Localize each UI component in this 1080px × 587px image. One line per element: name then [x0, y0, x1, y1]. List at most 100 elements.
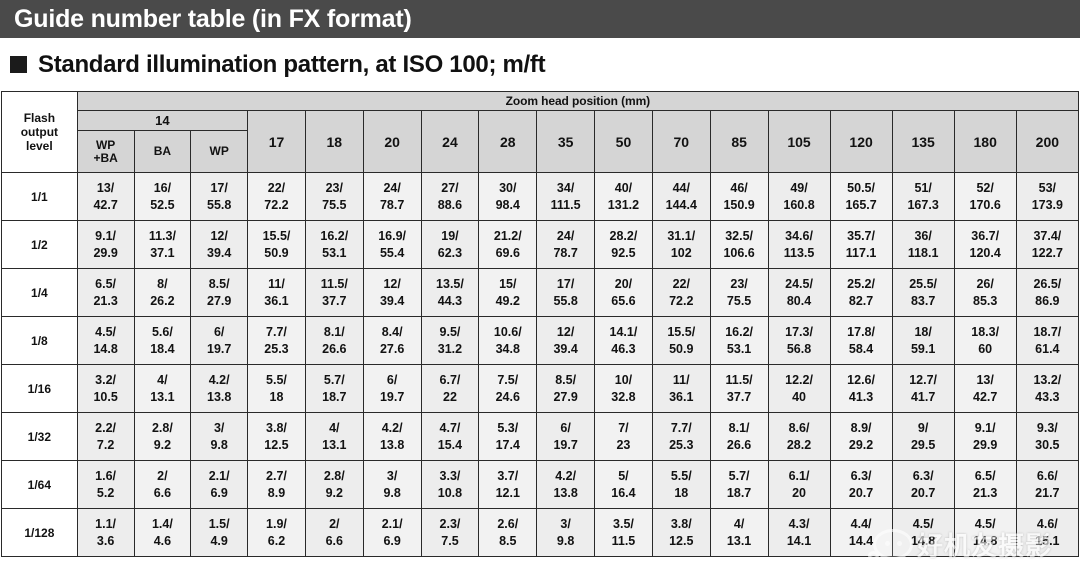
cell-1-128-50: 3.5/11.5	[594, 508, 653, 557]
value-feet: 29.2	[848, 437, 874, 452]
value-feet: 9.8	[383, 485, 401, 500]
value-feet: 86.9	[1035, 293, 1060, 308]
value-feet: 9.2	[325, 485, 343, 500]
value-meters: 24/	[556, 228, 575, 243]
value-feet: 6.9	[383, 533, 401, 548]
cell-1-32-50: 7/23	[594, 412, 653, 461]
value-feet: 30.5	[1035, 437, 1060, 452]
cell-1-4-200: 26.5/86.9	[1015, 268, 1080, 317]
value-meters: 34.6/	[785, 228, 813, 243]
cell-1-16-35: 8.5/27.9	[536, 364, 596, 413]
value-meters: 12/	[556, 324, 575, 339]
cell-1-1-24: 27/88.6	[420, 172, 480, 221]
value-feet: 25.3	[264, 341, 289, 356]
value-meters: 19/	[441, 228, 459, 243]
value-feet: 27.6	[379, 341, 405, 356]
cell-1-8-85: 16.2/53.1	[709, 316, 769, 365]
cell-1-32-17: 3.8/12.5	[247, 412, 306, 461]
value-meters: 13.5/	[436, 276, 464, 291]
value-feet: 21.7	[1035, 485, 1060, 500]
column-header-24: 24	[420, 110, 480, 173]
row-header-flash-output-level: 1/128	[1, 508, 78, 557]
value-feet: 13.8	[207, 389, 232, 404]
value-meters: 15/	[499, 276, 517, 291]
value-feet: 18	[674, 485, 689, 500]
value-feet: 75.5	[322, 197, 347, 212]
value-meters: 4.6/	[1036, 516, 1058, 531]
row-header-flash-output-level: 1/16	[1, 364, 78, 413]
value-feet: 23	[616, 437, 631, 452]
value-feet: 69.6	[495, 245, 520, 260]
cell-1-4-BA: 8/26.2	[133, 268, 192, 317]
value-feet: 41.7	[910, 389, 936, 404]
value-feet: 88.6	[437, 197, 463, 212]
value-meters: 12.6/	[847, 372, 875, 387]
value-meters: 25.5/	[909, 276, 938, 291]
value-meters: 4.2/	[381, 420, 403, 435]
value-meters: 8.5/	[208, 276, 230, 291]
column-group-14: 14	[76, 110, 249, 131]
cell-1-4-24: 13.5/44.3	[420, 268, 480, 317]
value-feet: 21.3	[973, 485, 998, 500]
table-head: Flash output level Zoom head position (m…	[1, 91, 1080, 173]
value-feet: 72.2	[264, 197, 289, 212]
value-meters: 21.2/	[493, 228, 522, 243]
value-meters: 2.1/	[381, 516, 403, 531]
cell-1-64-WPBA: 1.6/5.2	[76, 460, 135, 509]
cell-1-32-85: 8.1/26.6	[709, 412, 769, 461]
value-feet: 20.7	[910, 485, 936, 500]
value-meters: 3.8/	[266, 420, 287, 435]
value-feet: 13.8	[553, 485, 578, 500]
value-feet: 14.1	[786, 533, 812, 548]
value-meters: 24/	[383, 180, 401, 195]
value-meters: 17/	[210, 180, 228, 195]
value-meters: 20/	[614, 276, 633, 291]
value-feet: 9.2	[153, 437, 172, 452]
value-meters: 50.5/	[847, 180, 875, 195]
cell-1-4-17: 11/36.1	[247, 268, 306, 317]
column-header-18: 18	[304, 110, 364, 173]
corner-flash-output-level: Flash output level	[1, 91, 78, 173]
value-meters: 1.4/	[151, 516, 173, 531]
value-meters: 2.1/	[208, 468, 230, 483]
column-header-14-wp-ba-line1: WP	[95, 137, 116, 152]
value-feet: 3.6	[96, 533, 115, 548]
cell-1-1-20: 24/78.7	[362, 172, 422, 221]
value-meters: 4.5/	[974, 516, 996, 531]
cell-1-2-18: 16.2/53.1	[304, 220, 364, 269]
value-feet: 10.8	[437, 485, 463, 500]
cell-1-32-BA: 2.8/9.2	[133, 412, 192, 461]
cell-1-64-WP: 2.1/6.9	[190, 460, 249, 509]
value-feet: 26.6	[726, 437, 752, 452]
cell-1-2-120: 35.7/117.1	[829, 220, 893, 269]
value-meters: 18.3/	[971, 324, 1000, 339]
value-meters: 3/	[560, 516, 571, 531]
value-meters: 11.5/	[725, 372, 753, 387]
value-feet: 72.2	[669, 293, 694, 308]
value-feet: 34.8	[495, 341, 520, 356]
value-meters: 40/	[614, 180, 633, 195]
value-meters: 11/	[268, 276, 285, 291]
value-meters: 1.9/	[266, 516, 287, 531]
value-meters: 17.3/	[785, 324, 813, 339]
value-meters: 9/	[917, 420, 929, 435]
value-meters: 4.3/	[788, 516, 810, 531]
value-meters: 34/	[556, 180, 575, 195]
value-meters: 35.7/	[847, 228, 875, 243]
value-meters: 12.2/	[785, 372, 813, 387]
value-feet: 25.3	[669, 437, 694, 452]
cell-1-32-WPBA: 2.2/7.2	[76, 412, 135, 461]
value-meters: 6.5/	[95, 276, 117, 291]
column-header-28: 28	[478, 110, 538, 173]
column-header-17: 17	[247, 110, 306, 173]
value-meters: 4.7/	[439, 420, 461, 435]
table-body: 1/1 13/42.7 16/52.5 17/55.8 22/72.2 23/75.5 24…	[1, 172, 1080, 557]
cell-1-8-BA: 5.6/18.4	[133, 316, 192, 365]
column-header-200: 200	[1015, 110, 1080, 173]
section-heading: Standard illumination pattern, at ISO 10…	[0, 38, 1080, 91]
cell-1-8-20: 8.4/27.6	[362, 316, 422, 365]
column-header-120: 120	[829, 110, 893, 173]
cell-1-8-WPBA: 4.5/14.8	[76, 316, 135, 365]
value-feet: 18	[269, 389, 284, 404]
value-feet: 11.5	[611, 533, 636, 548]
